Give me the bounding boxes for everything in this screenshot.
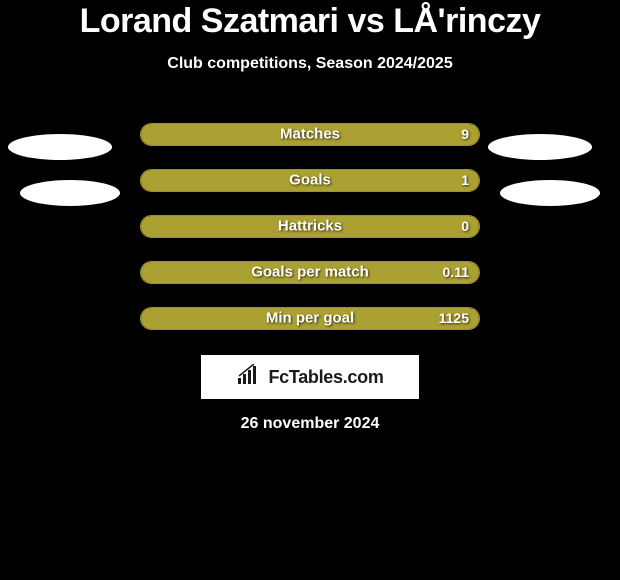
container: Lorand Szatmari vs LÅ'rinczy Club compet… xyxy=(0,0,620,433)
page-title: Lorand Szatmari vs LÅ'rinczy xyxy=(0,2,620,41)
stat-row: Goals per match 0.11 xyxy=(0,249,620,295)
stat-bar-track: Matches 9 xyxy=(140,123,480,146)
stat-value: 9 xyxy=(461,126,469,142)
stat-bar-track: Goals 1 xyxy=(140,169,480,192)
stat-label: Hattricks xyxy=(278,218,342,235)
stat-label: Min per goal xyxy=(266,310,354,327)
stat-bar-track: Min per goal 1125 xyxy=(140,307,480,330)
date-text: 26 november 2024 xyxy=(0,415,620,433)
stat-row: Min per goal 1125 xyxy=(0,295,620,341)
decorative-oval xyxy=(20,180,120,206)
decorative-oval xyxy=(488,134,592,160)
stat-row: Hattricks 0 xyxy=(0,203,620,249)
stat-value: 1 xyxy=(461,172,469,188)
stat-bar-track: Goals per match 0.11 xyxy=(140,261,480,284)
stat-label: Matches xyxy=(280,126,340,143)
logo-text: FcTables.com xyxy=(268,367,383,388)
stat-bar-track: Hattricks 0 xyxy=(140,215,480,238)
stat-value: 0.11 xyxy=(443,264,469,280)
logo-chart-icon xyxy=(236,364,262,391)
stat-label: Goals per match xyxy=(251,264,369,281)
stat-label: Goals xyxy=(289,172,331,189)
logo-box: FcTables.com xyxy=(201,355,419,399)
subtitle: Club competitions, Season 2024/2025 xyxy=(0,55,620,73)
stat-value: 0 xyxy=(461,218,469,234)
logo-inner: FcTables.com xyxy=(236,364,383,391)
stat-value: 1125 xyxy=(439,310,469,326)
decorative-oval xyxy=(500,180,600,206)
decorative-oval xyxy=(8,134,112,160)
